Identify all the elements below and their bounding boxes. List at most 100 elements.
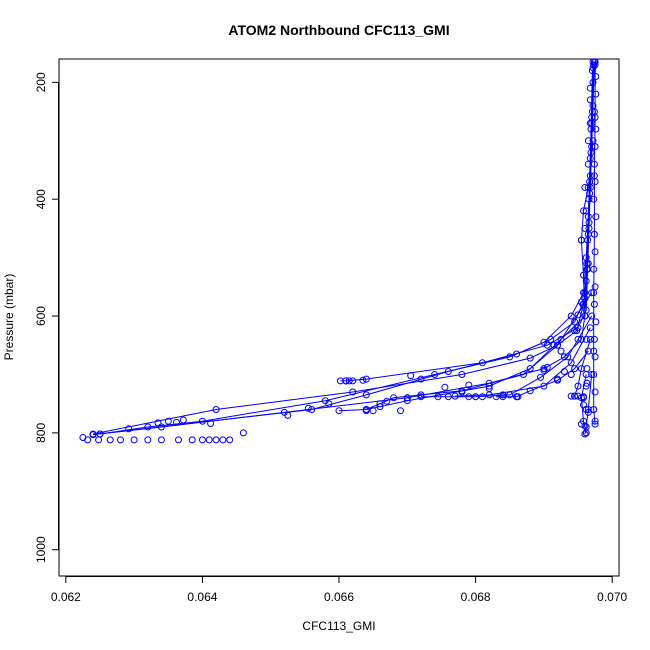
data-point-171 — [574, 335, 582, 343]
data-point-233 — [590, 335, 598, 343]
data-point-222 — [591, 143, 599, 151]
y-tick-label-4: 800 — [34, 423, 48, 443]
data-point-180 — [369, 407, 377, 415]
data-point-141 — [205, 436, 213, 444]
data-point-225 — [590, 195, 598, 203]
data-point-131 — [84, 436, 92, 444]
y-tick-label-1: 200 — [34, 72, 48, 92]
data-point-2 — [589, 78, 597, 86]
data-point-117 — [586, 324, 594, 332]
data-point-62 — [582, 254, 590, 262]
data-point-156 — [342, 377, 350, 385]
data-point-201 — [581, 289, 589, 297]
data-point-151 — [179, 416, 187, 424]
data-point-142 — [212, 436, 220, 444]
data-point-76 — [581, 312, 589, 320]
data-point-224 — [591, 178, 599, 186]
data-point-176 — [560, 368, 568, 375]
x-tick-label-3: 0.066 — [324, 590, 354, 604]
data-point-73 — [580, 207, 587, 215]
x-tick-label-1: 0.062 — [51, 590, 81, 604]
data-point-66 — [513, 350, 521, 358]
data-point-143 — [219, 436, 227, 444]
data-point-212 — [582, 335, 590, 343]
data-point-139 — [188, 436, 196, 444]
data-point-236 — [591, 388, 599, 396]
x-tick-label-5: 0.070 — [597, 590, 627, 604]
data-point-182 — [383, 397, 391, 405]
data-point-184 — [403, 394, 411, 402]
data-point-232 — [592, 318, 600, 326]
data-point-56 — [144, 423, 152, 431]
data-point-179 — [362, 407, 370, 415]
data-point-215 — [580, 394, 587, 402]
x-tick-label-2: 0.064 — [187, 590, 217, 604]
data-point-231 — [590, 300, 598, 308]
data-point-234 — [591, 353, 599, 361]
data-point-163 — [458, 388, 466, 396]
data-point-85 — [519, 371, 527, 378]
data-point-70 — [89, 431, 97, 439]
data-point-96 — [444, 393, 452, 401]
data-point-157 — [345, 377, 353, 385]
data-point-75 — [580, 271, 587, 279]
data-point-189 — [499, 393, 507, 401]
data-point-51 — [547, 335, 555, 343]
data-point-155 — [325, 400, 333, 408]
data-point-228 — [591, 248, 599, 256]
data-point-53 — [431, 371, 439, 378]
data-point-64 — [567, 312, 575, 320]
data-point-15 — [157, 423, 165, 431]
data-point-40 — [478, 359, 486, 367]
data-point-227 — [590, 230, 598, 238]
data-point-200 — [583, 379, 591, 387]
data-point-170 — [557, 347, 565, 355]
data-point-183 — [397, 407, 404, 415]
data-point-68 — [362, 391, 370, 399]
data-point-88 — [390, 394, 398, 402]
data-point-104 — [571, 365, 579, 373]
data-point-146 — [96, 430, 104, 438]
y-tick-label-5: 1000 — [34, 536, 48, 563]
data-point-165 — [485, 385, 493, 392]
data-point-211 — [586, 84, 594, 92]
data-point-152 — [207, 420, 215, 427]
series-line-11 — [580, 374, 587, 434]
data-point-226 — [592, 213, 600, 221]
series-line-9 — [571, 339, 591, 397]
data-point-190 — [514, 393, 522, 401]
data-point-223 — [590, 160, 598, 168]
series-line-5 — [93, 70, 593, 436]
data-point-118 — [567, 359, 575, 367]
data-point-145 — [239, 429, 247, 437]
data-point-175 — [571, 327, 579, 335]
data-point-113 — [588, 371, 596, 378]
data-point-174 — [579, 300, 587, 308]
data-point-94 — [506, 391, 514, 399]
series-line-12 — [584, 374, 593, 435]
series-line-6 — [338, 140, 594, 412]
data-point-203 — [577, 236, 585, 244]
data-point-106 — [526, 387, 534, 395]
data-point-119 — [540, 382, 548, 390]
data-point-196 — [581, 422, 589, 430]
data-point-144 — [226, 436, 234, 444]
data-point-55 — [198, 417, 206, 425]
y-axis: 200 400 600 800 1000 — [34, 72, 59, 563]
data-point-122 — [591, 58, 599, 66]
data-point-136 — [144, 436, 152, 444]
data-point-161 — [417, 375, 425, 383]
data-point-121 — [451, 392, 459, 400]
data-point-185 — [434, 393, 442, 401]
data-point-132 — [95, 436, 103, 444]
data-point-237 — [590, 406, 598, 413]
data-point-114 — [584, 406, 592, 413]
data-point-92 — [564, 353, 572, 361]
data-point-97 — [417, 393, 425, 401]
data-point-134 — [117, 436, 124, 444]
data-point-29 — [212, 406, 220, 413]
data-point-135 — [130, 436, 138, 444]
data-point-238 — [591, 417, 599, 425]
y-tick-label-3: 600 — [34, 306, 48, 326]
